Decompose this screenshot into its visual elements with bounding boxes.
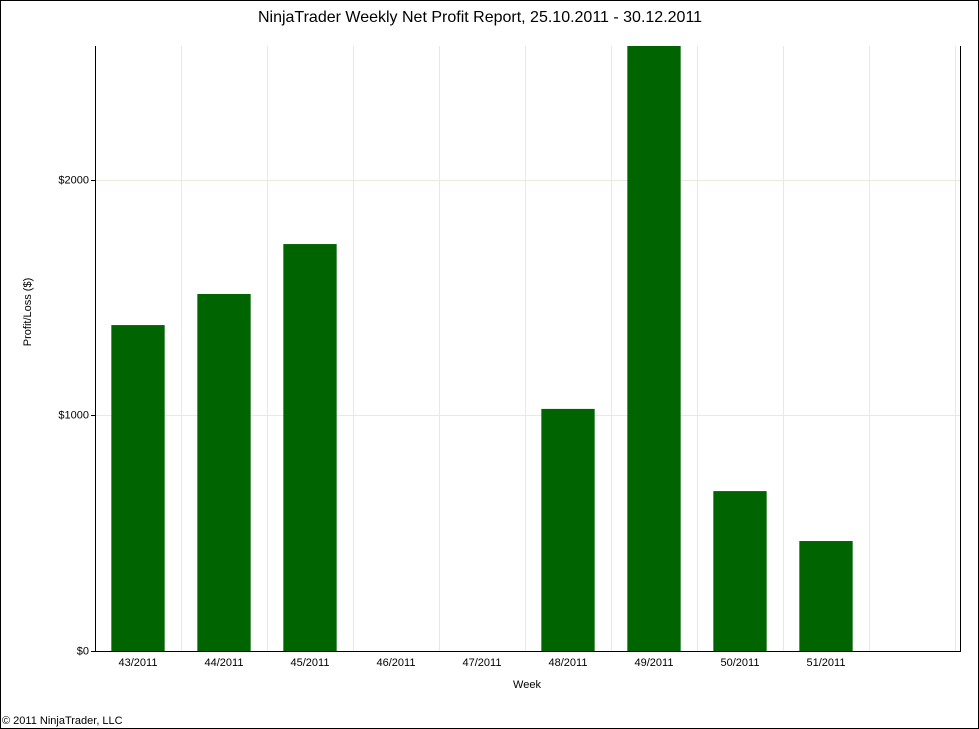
bar [713,491,767,651]
x-axis-label: Week [513,679,541,691]
x-tick-label: 44/2011 [205,657,244,669]
bar [283,244,337,651]
bar [111,325,165,651]
x-tick-label: 45/2011 [291,657,330,669]
x-tick-label: 49/2011 [635,657,674,669]
y-tick-label: $0 [77,645,89,657]
chart-title: NinjaTrader Weekly Net Profit Report, 25… [258,9,702,26]
bar [197,293,251,651]
x-tick-label: 51/2011 [807,657,846,669]
bar [541,408,595,651]
x-tick-label: 47/2011 [463,657,502,669]
y-tick-label: $1000 [58,409,89,421]
x-tick-label: 48/2011 [549,657,588,669]
x-tick-label: 46/2011 [377,657,416,669]
y-tick-label: $2000 [58,174,89,186]
y-axis-label: Profit/Loss ($) [22,278,34,346]
x-tick-label: 50/2011 [721,657,760,669]
bar [799,541,853,651]
bar [627,46,681,651]
x-tick-label: 43/2011 [119,657,158,669]
footer: © 2011 NinjaTrader, LLC [2,715,123,727]
